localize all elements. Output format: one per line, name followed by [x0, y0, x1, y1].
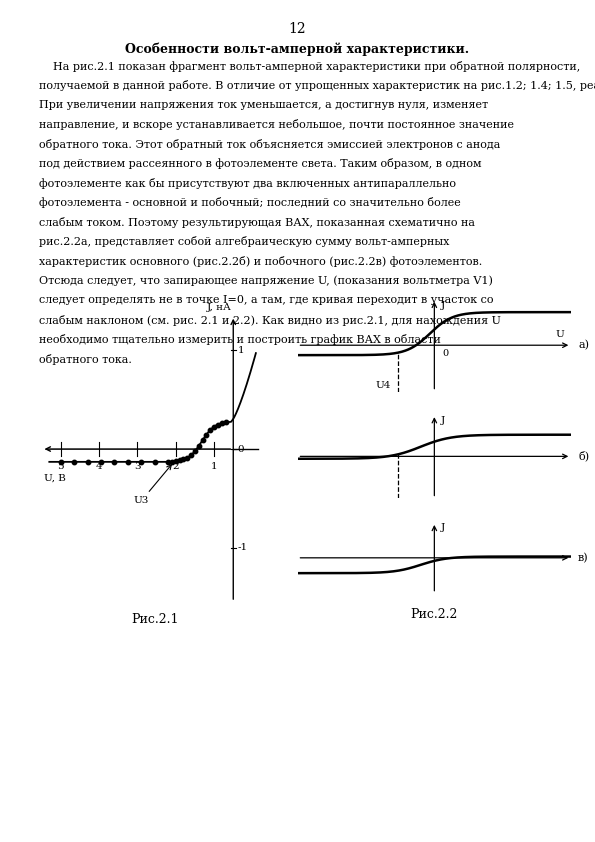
- Text: U: U: [556, 330, 564, 339]
- Text: б): б): [578, 451, 589, 461]
- Text: следует определять не в точке I=0, а там, где кривая переходит в участок со: следует определять не в точке I=0, а там…: [39, 295, 493, 305]
- Text: Рис.2.1: Рис.2.1: [131, 613, 178, 626]
- Text: 0: 0: [443, 349, 449, 358]
- Text: 3: 3: [134, 462, 141, 471]
- Text: 12: 12: [289, 22, 306, 36]
- Text: обратного тока.: обратного тока.: [39, 354, 131, 365]
- Text: J: J: [441, 301, 446, 310]
- Text: под действием рассеянного в фотоэлементе света. Таким образом, в одном: под действием рассеянного в фотоэлементе…: [39, 158, 481, 169]
- Text: 4: 4: [96, 462, 102, 471]
- Text: Рис.2.2: Рис.2.2: [411, 608, 458, 621]
- Text: На рис.2.1 показан фрагмент вольт-амперной характеристики при обратной полярност: На рис.2.1 показан фрагмент вольт-амперн…: [39, 61, 580, 72]
- Text: J: J: [441, 524, 446, 532]
- Text: характеристик основного (рис.2.2б) и побочного (рис.2.2в) фотоэлементов.: характеристик основного (рис.2.2б) и поб…: [39, 256, 482, 267]
- Text: Особенности вольт-амперной характеристики.: Особенности вольт-амперной характеристик…: [126, 42, 469, 56]
- Text: необходимо тщательно измерить и построить график ВАХ в области: необходимо тщательно измерить и построит…: [39, 334, 440, 345]
- Text: получаемой в данной работе. В отличие от упрощенных характеристик на рис.1.2; 1.: получаемой в данной работе. В отличие от…: [39, 80, 595, 91]
- Text: 1: 1: [211, 462, 217, 471]
- Text: направление, и вскоре устанавливается небольшое, почти постоянное значение: направление, и вскоре устанавливается не…: [39, 120, 513, 131]
- Text: При увеличении напряжения ток уменьшается, а достигнув нуля, изменяет: При увеличении напряжения ток уменьшаетс…: [39, 99, 488, 109]
- Text: 1: 1: [238, 346, 245, 354]
- Text: U, В: U, В: [43, 474, 65, 482]
- Text: рис.2.2а, представляет собой алгебраическую сумму вольт-амперных: рис.2.2а, представляет собой алгебраичес…: [39, 237, 449, 248]
- Text: фотоэлементе как бы присутствуют два включенных антипараллельно: фотоэлементе как бы присутствуют два вкл…: [39, 178, 456, 189]
- Text: 5: 5: [58, 462, 64, 471]
- Text: Отсюда следует, что запирающее напряжение U, (показания вольтметра V1): Отсюда следует, что запирающее напряжени…: [39, 275, 493, 286]
- Text: J: J: [441, 416, 446, 424]
- Text: обратного тока. Этот обратный ток объясняется эмиссией электронов с анода: обратного тока. Этот обратный ток объясн…: [39, 139, 500, 150]
- Text: U4: U4: [375, 381, 391, 390]
- Text: в): в): [578, 552, 588, 563]
- Text: слабым наклоном (см. рис. 2.1 и 2.2). Как видно из рис.2.1, для нахождения U: слабым наклоном (см. рис. 2.1 и 2.2). Ка…: [39, 315, 500, 326]
- Text: U3: U3: [134, 465, 171, 505]
- Text: J, нА: J, нА: [206, 303, 231, 312]
- Text: а): а): [578, 340, 589, 350]
- Text: 0: 0: [238, 445, 245, 454]
- Text: слабым током. Поэтому результирующая ВАХ, показанная схематично на: слабым током. Поэтому результирующая ВАХ…: [39, 217, 475, 228]
- Text: 2: 2: [173, 462, 179, 471]
- Text: -1: -1: [238, 543, 248, 552]
- Text: фотоэлемента - основной и побочный; последний со значительно более: фотоэлемента - основной и побочный; посл…: [39, 197, 461, 208]
